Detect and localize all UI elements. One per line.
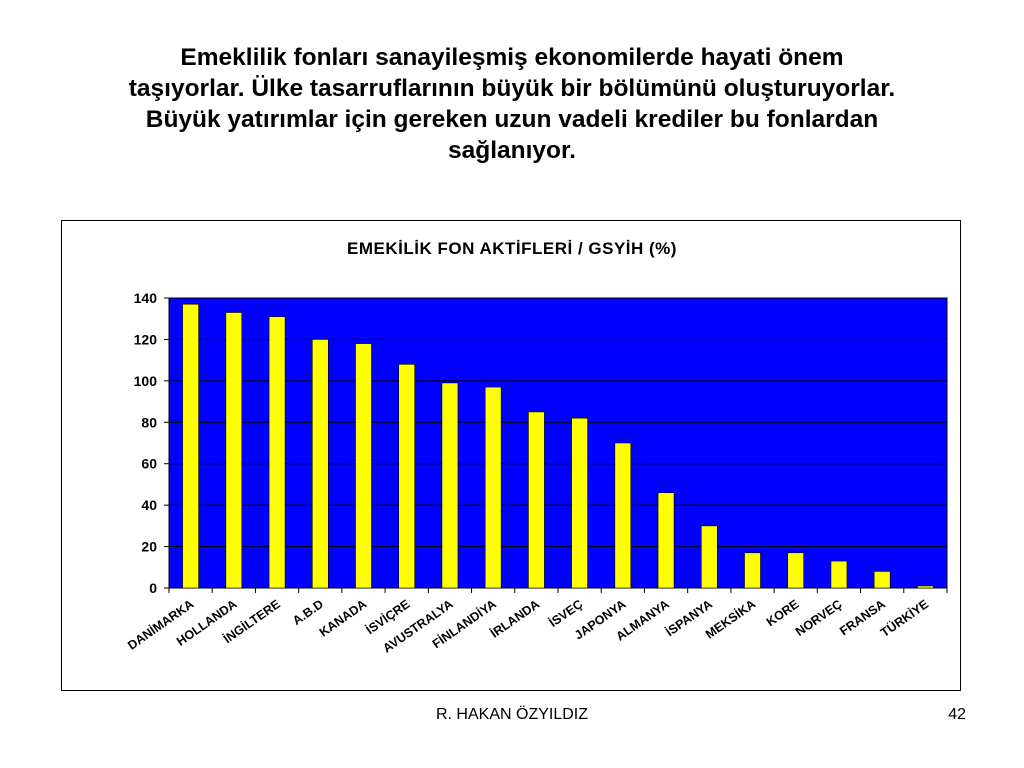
- y-tick-label: 20: [141, 539, 157, 555]
- bar: [614, 442, 632, 589]
- bar: [441, 382, 459, 589]
- x-tick-label: A.B.D: [290, 597, 326, 628]
- y-tick-label: 80: [141, 414, 157, 430]
- slide-title-line: Emeklilik fonları sanayileşmiş ekonomile…: [180, 44, 844, 71]
- y-tick-label: 140: [134, 290, 158, 306]
- x-tick-label: NORVEÇ: [793, 597, 845, 639]
- x-tick-label: İRLANDA: [487, 596, 542, 641]
- y-tick-label: 40: [141, 497, 157, 513]
- bar: [225, 312, 243, 589]
- y-tick-label: 100: [134, 373, 158, 389]
- page-number: 42: [948, 706, 966, 723]
- bar: [700, 525, 718, 589]
- bar: [484, 386, 502, 589]
- bar: [268, 316, 286, 589]
- slide-title-line: sağlanıyor.: [447, 137, 576, 164]
- bar: [917, 585, 934, 589]
- bar: [873, 571, 891, 589]
- bar: [528, 411, 545, 589]
- bar: [311, 339, 329, 589]
- bar: [398, 363, 416, 589]
- bar: [744, 552, 761, 589]
- bar-chart: EMEKİLİK FON AKTİFLERİ / GSYİH (%) 0 20 40…: [125, 239, 948, 656]
- x-tick-label: KORE: [764, 597, 802, 629]
- bar: [657, 492, 675, 589]
- x-tick-label: KANADA: [317, 597, 369, 640]
- chart-title: EMEKİLİK FON AKTİFLERİ / GSYİH (%): [347, 239, 677, 258]
- slide-title-line: taşıyorlar. Ülke tasarruflarının büyük b…: [128, 75, 896, 102]
- slide-title-line: Büyük yatırımlar için gereken uzun vadel…: [145, 106, 879, 133]
- bar: [182, 303, 199, 589]
- plot-area: [168, 297, 948, 589]
- x-tick-label: TÜRKİYE: [878, 596, 932, 640]
- bar: [355, 343, 372, 589]
- footer-author: R. HAKAN ÖZYILDIZ: [435, 706, 589, 723]
- y-tick-label: 120: [134, 331, 158, 347]
- bar: [787, 552, 805, 589]
- bar: [571, 417, 588, 589]
- y-tick-label: 0: [149, 580, 157, 596]
- bar: [830, 560, 848, 589]
- chart-container: EMEKİLİK FON AKTİFLERİ / GSYİH (%) 0 20 40…: [61, 220, 961, 691]
- slide-title: Emeklilik fonları sanayileşmiş ekonomile…: [40, 42, 984, 166]
- y-tick-label: 60: [141, 456, 157, 472]
